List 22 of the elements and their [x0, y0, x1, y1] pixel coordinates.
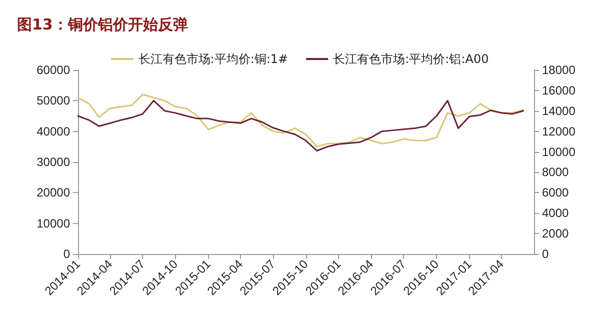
y2-tick-label: 16000 — [542, 83, 576, 98]
y2-tick-label: 18000 — [542, 63, 576, 77]
y2-tick-label: 2000 — [542, 226, 570, 241]
y-tick-label: 30000 — [36, 155, 70, 169]
y2-tick-label: 4000 — [542, 206, 570, 220]
y-tick-label: 60000 — [36, 63, 70, 77]
y2-tick-label: 0 — [542, 247, 549, 261]
line-series — [77, 94, 524, 148]
legend-label: 长江有色市场:平均价:铜:1# — [138, 52, 288, 66]
y2-tick-label: 12000 — [542, 124, 576, 138]
y2-tick-label: 14000 — [542, 104, 576, 118]
y-tick-label: 10000 — [36, 216, 70, 230]
y2-tick-label: 8000 — [542, 165, 570, 180]
chart-title: 图13：铜价铝价开始反弹 — [17, 16, 188, 34]
y2-tick-label: 10000 — [542, 144, 576, 159]
y-tick-label: 20000 — [36, 186, 70, 200]
y-tick-label: 50000 — [36, 94, 70, 108]
y2-tick-label: 6000 — [542, 186, 570, 200]
legend-label: 长江有色市场:平均价:铝:A00 — [333, 52, 489, 66]
y-tick-label: 0 — [63, 247, 70, 261]
y-tick-label: 40000 — [36, 124, 70, 138]
line-series — [77, 100, 524, 152]
